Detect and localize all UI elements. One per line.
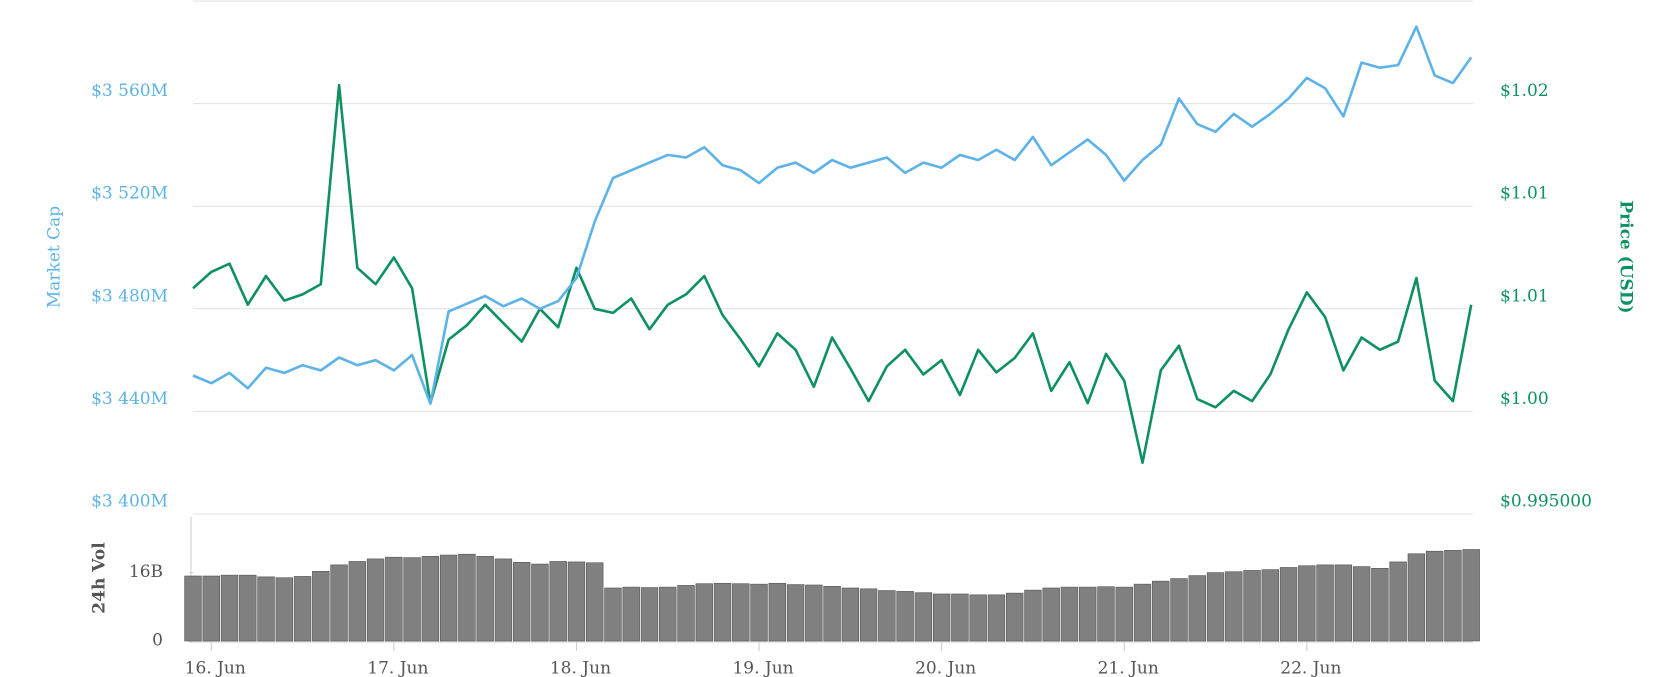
volume-bar [914, 592, 933, 642]
y-axis-title: Market Cap [45, 206, 65, 308]
volume-bar [1079, 586, 1097, 642]
volume-bar [312, 571, 330, 642]
volume-bar [549, 561, 567, 642]
x-tick-label: 18. Jun [550, 659, 611, 677]
y2-tick-label: $1.01 [1500, 184, 1549, 204]
y-tick-label: $3 400M [91, 492, 168, 512]
volume-bar [659, 586, 677, 642]
y-tick-label: $3 440M [91, 389, 168, 409]
volume-bar [695, 583, 713, 642]
y-tick-label: $3 480M [91, 286, 168, 306]
volume-bar [458, 553, 476, 642]
volume-bar [1371, 568, 1389, 642]
y-tick-label: $3 520M [91, 184, 168, 204]
volume-bar [932, 593, 951, 642]
volume-bar [1042, 587, 1060, 642]
volume-tick-label: 16B [129, 562, 163, 582]
volume-bar [512, 562, 531, 642]
volume-bar [732, 583, 750, 642]
volume-bar [1425, 550, 1444, 642]
volume-bar [330, 564, 348, 642]
y-tick-label: $3 560M [91, 81, 168, 101]
volume-bar [257, 576, 275, 642]
volume-bar [1170, 578, 1188, 642]
volume-bar [439, 554, 458, 642]
volume-bar [567, 561, 586, 642]
volume-bar [604, 587, 622, 642]
volume-bar [1389, 561, 1407, 642]
volume-bar [677, 585, 695, 642]
y2-tick-label: $1.02 [1500, 81, 1549, 101]
volume-bar [348, 561, 367, 642]
volume-bar [750, 583, 768, 642]
volume-bar [1243, 570, 1261, 642]
volume-bar [202, 575, 220, 642]
volume-bar [768, 582, 787, 642]
volume-bar [640, 587, 659, 642]
volume-bar [476, 556, 494, 642]
volume-bar [859, 588, 878, 642]
volume-bar [1206, 572, 1225, 642]
volume-bar [622, 586, 640, 642]
volume-bar [366, 558, 385, 642]
volume-bar [1097, 586, 1115, 642]
volume-bar [1444, 550, 1462, 642]
volume-bar [1188, 575, 1206, 642]
volume-bar [1005, 592, 1024, 642]
volume-bar [385, 556, 403, 642]
series-line [192, 83, 1473, 464]
volume-bar [494, 558, 513, 642]
volume-bar [184, 575, 202, 642]
x-tick-label: 19. Jun [732, 659, 793, 677]
volume-bar [878, 590, 896, 642]
y2-tick-label: $1.01 [1500, 286, 1549, 306]
volume-bar [239, 574, 257, 642]
volume-bar [1261, 569, 1280, 642]
y2-axis-title: Price (USD) [1616, 200, 1636, 313]
volume-bar [987, 594, 1006, 642]
volume-axis-title: 24h Vol [90, 542, 110, 614]
volume-bar [1133, 583, 1152, 642]
volume-bar [1279, 567, 1298, 642]
x-tick-label: 16. Jun [185, 659, 246, 677]
x-tick-label: 21. Jun [1098, 659, 1159, 677]
volume-bar [1060, 586, 1079, 642]
volume-bar [1152, 580, 1170, 642]
volume-bar [969, 594, 987, 642]
volume-bar [220, 574, 239, 642]
volume-bar [1115, 586, 1133, 642]
x-tick-label: 22. Jun [1280, 659, 1341, 677]
volume-bar [1024, 589, 1042, 642]
series-line [192, 25, 1473, 405]
volume-bar [403, 557, 421, 642]
volume-bar [841, 587, 860, 642]
volume-bar [1352, 566, 1371, 642]
volume-bar [805, 584, 823, 642]
volume-bar [1462, 549, 1480, 642]
volume-tick-label: 0 [152, 631, 163, 651]
volume-bar [275, 577, 293, 642]
x-tick-label: 20. Jun [915, 659, 976, 677]
y2-tick-label: $1.00 [1500, 389, 1549, 409]
volume-bar [421, 556, 440, 642]
volume-bar [293, 576, 312, 642]
volume-bar [586, 562, 604, 642]
volume-bar [1225, 571, 1243, 642]
volume-bar [1407, 553, 1426, 642]
volume-bar [1298, 565, 1316, 642]
volume-bar [713, 582, 732, 642]
volume-bar [786, 584, 805, 642]
volume-bar [951, 593, 969, 642]
volume-bar [1334, 564, 1353, 642]
volume-bar [823, 585, 841, 642]
y2-tick-label: $0.995000 [1500, 492, 1592, 512]
x-tick-label: 17. Jun [367, 659, 428, 677]
volume-bar [896, 591, 914, 642]
volume-bar [1316, 564, 1334, 642]
volume-bar [531, 563, 549, 642]
